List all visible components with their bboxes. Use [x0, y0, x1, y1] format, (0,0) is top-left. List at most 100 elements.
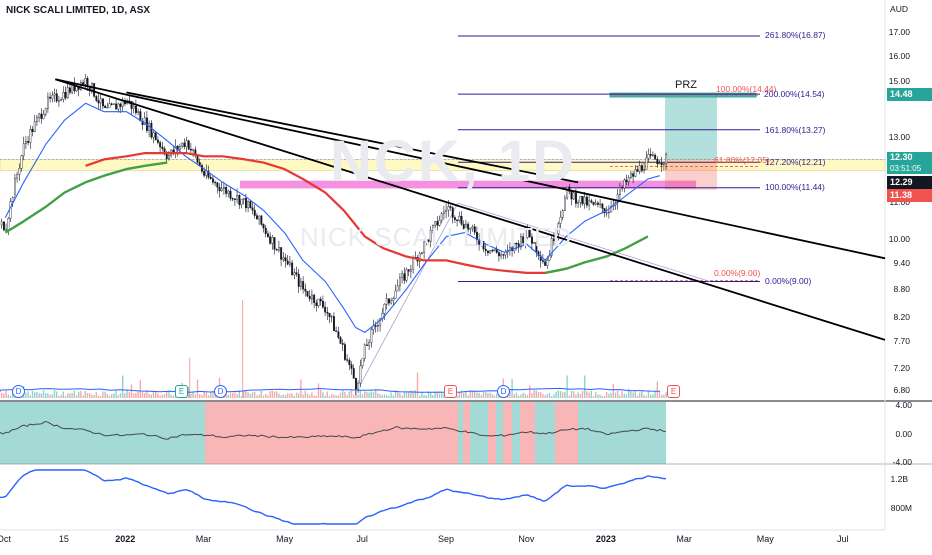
earnings-marker[interactable]: E: [444, 385, 457, 398]
prz-label: PRZ: [675, 79, 697, 91]
volume-bar: [394, 390, 397, 398]
candle-body: [242, 198, 245, 200]
volume-bar: [236, 394, 238, 398]
candle-body: [546, 259, 549, 266]
volume-bar: [533, 390, 535, 398]
volume-bar: [210, 391, 212, 398]
volume-bar: [465, 391, 467, 398]
candle-body: [443, 211, 445, 214]
volume-bar: [258, 394, 260, 398]
volume-bar: [335, 395, 337, 398]
volume-bar: [432, 395, 434, 398]
candle-body: [401, 273, 404, 279]
candle-body: [647, 154, 650, 159]
candle-body: [550, 238, 553, 256]
volume-bar: [526, 395, 529, 398]
price-tick-label: 11.00: [889, 197, 910, 208]
volume-bar: [436, 392, 438, 398]
volume-bar: [551, 395, 553, 398]
candle-body: [13, 178, 16, 198]
candle-body: [36, 116, 38, 122]
volume-bar: [493, 395, 496, 398]
candle-body: [425, 239, 428, 243]
candle-body: [410, 268, 412, 272]
volume-bar: [267, 395, 269, 398]
candle-body: [328, 313, 331, 317]
candle-body: [143, 117, 146, 125]
volume-bar: [284, 394, 287, 398]
volume-bar: [531, 393, 533, 398]
candle-body: [47, 96, 49, 109]
candle-body: [572, 192, 575, 200]
volume-bar: [108, 395, 111, 398]
volume-bar: [234, 392, 236, 398]
candle-body: [264, 227, 267, 234]
candle-body: [341, 343, 344, 345]
volume-bar: [656, 381, 658, 398]
candle-body: [209, 177, 212, 179]
volume-bar: [619, 395, 621, 398]
candle-body: [326, 311, 329, 314]
candle-body: [58, 100, 60, 102]
volume-bar: [91, 394, 93, 398]
fib-label-1618: 161.80%(13.27): [765, 125, 826, 135]
volume-bar: [51, 394, 53, 398]
dividend-marker[interactable]: D: [497, 385, 510, 398]
candle-body: [300, 281, 302, 287]
candle-body: [370, 329, 373, 343]
volume-bar: [62, 391, 64, 398]
volume-bar: [53, 390, 56, 398]
candle-body: [460, 215, 463, 225]
volume-bar: [293, 395, 295, 398]
candle-body: [412, 258, 415, 270]
volume-bar: [190, 394, 192, 398]
volume-bar: [405, 391, 408, 398]
volume-bar: [346, 395, 348, 398]
candle-body: [289, 262, 291, 265]
candle-body: [324, 306, 327, 313]
candle-body: [658, 163, 661, 165]
candle-body: [608, 211, 610, 214]
volume-bar: [56, 391, 58, 398]
volume-bar: [42, 390, 45, 398]
time-tick-label: 15: [58, 534, 69, 544]
candles: [0, 74, 668, 395]
candle-body: [502, 254, 505, 256]
candle-body: [273, 237, 276, 250]
candle-body: [456, 219, 459, 222]
candle-body: [64, 92, 67, 99]
time-tick-label: May: [756, 534, 774, 544]
fib-label-1272: 127.20%(12.21): [765, 157, 826, 167]
volume-bar: [540, 391, 542, 398]
volume-bar: [135, 392, 137, 398]
candle-body: [227, 190, 230, 194]
candle-body: [539, 255, 542, 261]
candle-body: [407, 269, 410, 272]
candle-body: [66, 87, 69, 99]
candle-body: [240, 199, 243, 205]
candle-body: [62, 92, 65, 100]
dividend-marker[interactable]: D: [12, 385, 25, 398]
volume-bar: [73, 390, 75, 398]
volume-bar: [588, 392, 590, 398]
candle-body: [594, 202, 597, 205]
candle-body: [533, 242, 536, 244]
volume-bar: [27, 391, 29, 398]
earnings-marker[interactable]: E: [667, 385, 680, 398]
candle-body: [192, 149, 195, 151]
volume-bar: [579, 393, 581, 398]
candle-body: [374, 325, 377, 327]
earnings-marker[interactable]: E: [175, 385, 188, 398]
volume-bar: [573, 391, 575, 398]
volume-bar: [295, 392, 298, 398]
oscillator-band: [470, 402, 488, 464]
dividend-marker[interactable]: D: [214, 385, 227, 398]
candle-body: [9, 201, 12, 219]
volume-bar: [471, 391, 474, 398]
volume-bar: [3, 393, 5, 398]
candle-body: [225, 187, 228, 194]
candle-body: [99, 98, 102, 104]
volume-bar: [45, 393, 47, 398]
volume-bar: [496, 393, 498, 398]
